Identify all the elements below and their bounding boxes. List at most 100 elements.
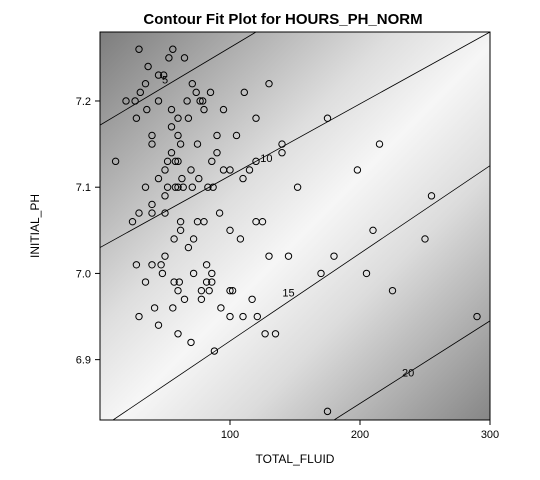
contour-line-15 [112, 165, 490, 420]
data-point [135, 209, 143, 217]
data-point [192, 88, 200, 97]
data-point [158, 269, 167, 278]
data-point [167, 149, 176, 157]
data-point [187, 166, 195, 174]
data-point [132, 261, 141, 269]
data-point [208, 278, 216, 286]
data-point [239, 312, 247, 321]
data-point [206, 88, 215, 97]
data-point [154, 71, 163, 79]
data-point [165, 54, 173, 62]
data-point [217, 304, 225, 312]
data-point [265, 80, 273, 88]
data-point [176, 140, 185, 148]
contour-line-20 [333, 320, 490, 420]
data-point [176, 217, 185, 226]
data-point [293, 183, 302, 191]
data-point [141, 80, 150, 88]
contour-line-10 [100, 32, 490, 248]
data-point [226, 226, 234, 235]
chart-title: Contour Fit Plot for HOURS_PH_NORM [143, 11, 422, 28]
y-tick-label: 7.2 [76, 96, 91, 108]
data-point [330, 252, 338, 260]
data-point [195, 174, 203, 183]
data-point [136, 88, 145, 97]
data-point [141, 278, 150, 286]
data-point [362, 269, 371, 278]
data-point [184, 114, 193, 122]
data-point [176, 226, 185, 235]
data-point [213, 131, 221, 140]
data-point [141, 183, 150, 191]
data-point [197, 286, 206, 295]
data-point [204, 183, 212, 191]
data-point [161, 209, 169, 217]
data-point [193, 140, 202, 148]
data-point [135, 312, 143, 321]
data-point [208, 157, 216, 166]
data-point [226, 166, 234, 174]
data-point [170, 235, 178, 243]
data-point [210, 347, 219, 355]
data-point [232, 131, 241, 140]
data-point [161, 166, 169, 174]
data-point [189, 235, 198, 243]
data-point [148, 261, 156, 269]
data-point [258, 217, 267, 226]
x-axis: 100 200 300 [221, 420, 499, 441]
data-point [209, 183, 217, 191]
data-point [278, 149, 286, 157]
contour-label: 15 [282, 287, 294, 299]
y-tick-label: 6.9 [76, 355, 91, 367]
data-point [154, 97, 163, 105]
data-point [265, 252, 273, 260]
data-point [169, 304, 177, 312]
data-point [144, 62, 152, 71]
data-point [323, 407, 332, 416]
contour-lines [100, 32, 490, 420]
data-point [226, 286, 234, 295]
data-point [148, 131, 156, 140]
data-point [252, 114, 260, 122]
data-point [388, 286, 397, 295]
data-point [261, 330, 269, 338]
plot-frame [99, 31, 491, 421]
data-point [174, 157, 182, 166]
data-point [161, 252, 169, 260]
data-point [163, 157, 172, 166]
data-point [284, 252, 293, 260]
data-point [427, 192, 436, 200]
x-axis-label: TOTAL_FLUID [256, 452, 335, 466]
data-point [245, 166, 254, 174]
data-point [175, 278, 184, 286]
data-point [200, 105, 208, 114]
data-point [174, 114, 182, 122]
x-tick-label: 200 [351, 429, 369, 441]
data-point [197, 295, 206, 303]
data-point [180, 54, 189, 62]
data-points [111, 45, 481, 416]
data-point [202, 261, 211, 269]
y-tick-label: 7.1 [76, 182, 91, 194]
contour-label: 5 [162, 74, 168, 86]
data-point [143, 105, 151, 114]
data-point [174, 183, 182, 191]
data-point [271, 330, 280, 338]
data-point [148, 200, 156, 209]
data-point [135, 45, 143, 53]
plot-area [100, 32, 490, 420]
data-point [157, 261, 165, 269]
data-point [421, 235, 429, 243]
data-point [150, 304, 159, 312]
data-point [169, 45, 177, 53]
data-point [213, 149, 221, 157]
contour-line-5 [100, 32, 257, 126]
data-point [208, 269, 216, 278]
data-point [188, 183, 197, 191]
contour-labels: 5 10 15 20 [162, 74, 414, 379]
data-point [248, 295, 256, 303]
x-tick-label: 100 [221, 429, 239, 441]
data-point [228, 286, 237, 295]
data-point [252, 157, 260, 166]
